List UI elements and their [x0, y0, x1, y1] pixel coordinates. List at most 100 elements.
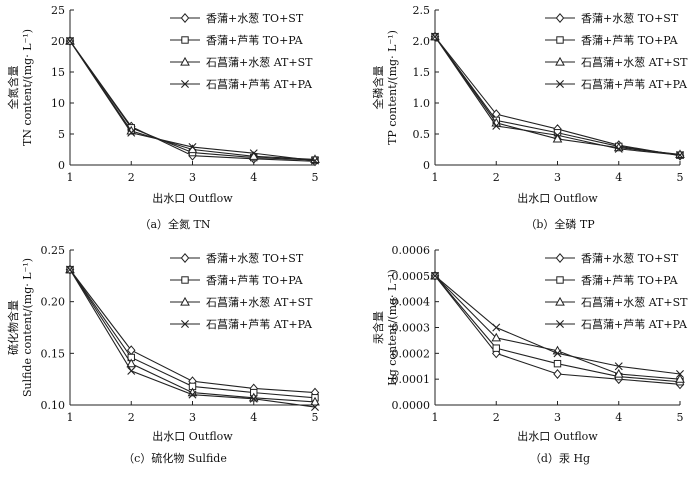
- x-tick-label: 5: [312, 411, 319, 424]
- data-point: [66, 37, 74, 45]
- data-point: [675, 149, 685, 159]
- y-axis-label-en: TN content/(mg· L⁻¹): [21, 29, 34, 146]
- y-tick-label: 20: [51, 35, 65, 48]
- legend-label: 石菖蒲+芦苇 AT+PA: [206, 77, 313, 91]
- legend: 香蒲+水葱 TO+ST 香蒲+芦苇 TO+PA 石菖蒲+水葱 AT+ST 石菖蒲+芦苇…: [545, 11, 688, 91]
- data-point: [310, 396, 320, 406]
- x-tick-label: 2: [128, 171, 135, 184]
- legend-marker: [180, 13, 190, 23]
- legend-marker: [180, 296, 190, 306]
- legend-label: 石菖蒲+芦苇 AT+PA: [581, 77, 688, 91]
- legend-marker: [181, 36, 189, 44]
- y-axis-label-cn: 全氮含量: [6, 66, 20, 110]
- x-tick-label: 2: [493, 411, 500, 424]
- data-point: [431, 271, 439, 280]
- x-tick-label: 4: [250, 411, 257, 424]
- legend-label: 石菖蒲+芦苇 AT+PA: [206, 317, 313, 331]
- data-point: [491, 332, 502, 342]
- x-axis-label: 出水口 Outflow: [152, 429, 233, 443]
- legend-marker: [555, 56, 565, 66]
- legend-marker: [181, 320, 189, 328]
- y-tick-label: 0.15: [41, 347, 66, 360]
- y-tick-label: 0.0000: [392, 399, 431, 412]
- x-tick-label: 3: [554, 171, 561, 184]
- series-4: [431, 271, 684, 378]
- x-tick-label: 4: [615, 171, 622, 184]
- data-point: [675, 374, 685, 383]
- legend-marker: [181, 80, 189, 88]
- legend-label: 香蒲+水葱 TO+ST: [206, 251, 304, 265]
- y-axis-label-en: Sulfide content/(mg· L⁻¹): [21, 258, 34, 397]
- legend-label: 香蒲+芦苇 TO+PA: [206, 33, 304, 47]
- y-tick-label: 2.0: [413, 35, 431, 48]
- legend-label: 石菖蒲+水葱 AT+ST: [581, 55, 688, 69]
- legend-label: 香蒲+水葱 TO+ST: [581, 251, 679, 265]
- chart-tp: 0 0.5 1.0 1.5 2.0 2.5 1 2 3 4 5 出水口 Outflow 全磷含量 TP c…: [371, 4, 688, 231]
- legend-marker: [556, 36, 564, 44]
- data-point: [311, 156, 319, 165]
- data-point: [126, 358, 137, 368]
- data-point: [614, 362, 623, 371]
- x-tick-label: 3: [189, 171, 196, 184]
- legend-label: 香蒲+芦苇 TO+PA: [581, 33, 679, 47]
- x-tick-label: 3: [189, 411, 196, 424]
- data-point: [431, 32, 439, 41]
- series-4: [66, 37, 319, 165]
- y-axis-label-en: Hg content/(mg· L⁻¹): [386, 269, 399, 386]
- y-tick-label: 15: [51, 66, 65, 79]
- chart-tn: 0 5 10 15 20 25 1 2 3 4 5 出水口 Outflow 全氮含量 TN content…: [6, 4, 320, 231]
- legend-marker: [556, 276, 564, 284]
- legend-label: 石菖蒲+水葱 AT+ST: [581, 295, 688, 309]
- data-point: [614, 144, 623, 153]
- y-tick-label: 0.0006: [392, 244, 431, 257]
- x-tick-label: 2: [493, 171, 500, 184]
- y-tick-label: 0.10: [41, 399, 66, 412]
- data-point: [249, 394, 258, 403]
- legend: 香蒲+水葱 TO+ST 香蒲+芦苇 TO+PA 石菖蒲+水葱 AT+ST 石菖蒲+芦苇…: [170, 251, 313, 331]
- legend-marker: [555, 296, 565, 306]
- data-point: [553, 369, 562, 379]
- legend-label: 香蒲+芦苇 TO+PA: [206, 273, 304, 287]
- series-3: [430, 31, 685, 159]
- y-tick-label: 0.25: [41, 244, 66, 257]
- legend-marker: [181, 276, 189, 284]
- x-axis-label: 出水口 Outflow: [517, 191, 598, 205]
- y-tick-label: 1.0: [413, 97, 431, 110]
- y-tick-label: 2.5: [413, 4, 431, 17]
- x-tick-label: 2: [128, 411, 135, 424]
- x-tick-label: 1: [67, 171, 74, 184]
- x-axis-label: 出水口 Outflow: [152, 191, 233, 205]
- data-point: [311, 403, 319, 412]
- data-point: [127, 128, 136, 137]
- x-tick-label: 5: [677, 171, 684, 184]
- y-axis-label-cn: 汞含量: [371, 311, 385, 344]
- chart-caption: （a）全氮 TN: [139, 217, 210, 231]
- chart-caption: （d）汞 Hg: [530, 452, 590, 465]
- data-point: [676, 370, 684, 378]
- y-tick-label: 0.0003: [392, 322, 431, 335]
- data-point: [492, 344, 500, 352]
- x-tick-label: 5: [312, 171, 319, 184]
- data-point: [552, 133, 563, 143]
- y-axis-label-cn: 全磷含量: [371, 66, 385, 110]
- y-tick-label: 0.0005: [392, 270, 431, 283]
- x-tick-label: 1: [432, 411, 439, 424]
- y-tick-label: 0.20: [41, 296, 66, 309]
- data-point: [249, 149, 258, 158]
- data-point: [188, 143, 197, 152]
- legend-marker: [180, 253, 190, 263]
- data-point: [553, 359, 562, 368]
- y-tick-label: 0.0001: [392, 373, 431, 386]
- x-tick-label: 1: [67, 411, 74, 424]
- y-axis-label-cn: 硫化物含量: [6, 300, 20, 355]
- legend-marker: [555, 253, 565, 263]
- y-axis-label-en: TP content/(mg· L⁻¹): [386, 30, 399, 145]
- data-point: [492, 121, 501, 130]
- y-tick-label: 0: [58, 159, 65, 172]
- y-tick-label: 10: [51, 97, 65, 110]
- legend: 香蒲+水葱 TO+ST 香蒲+芦苇 TO+PA 石菖蒲+水葱 AT+ST 石菖蒲+芦苇…: [170, 11, 313, 91]
- data-point: [553, 131, 562, 140]
- legend-marker: [556, 80, 564, 88]
